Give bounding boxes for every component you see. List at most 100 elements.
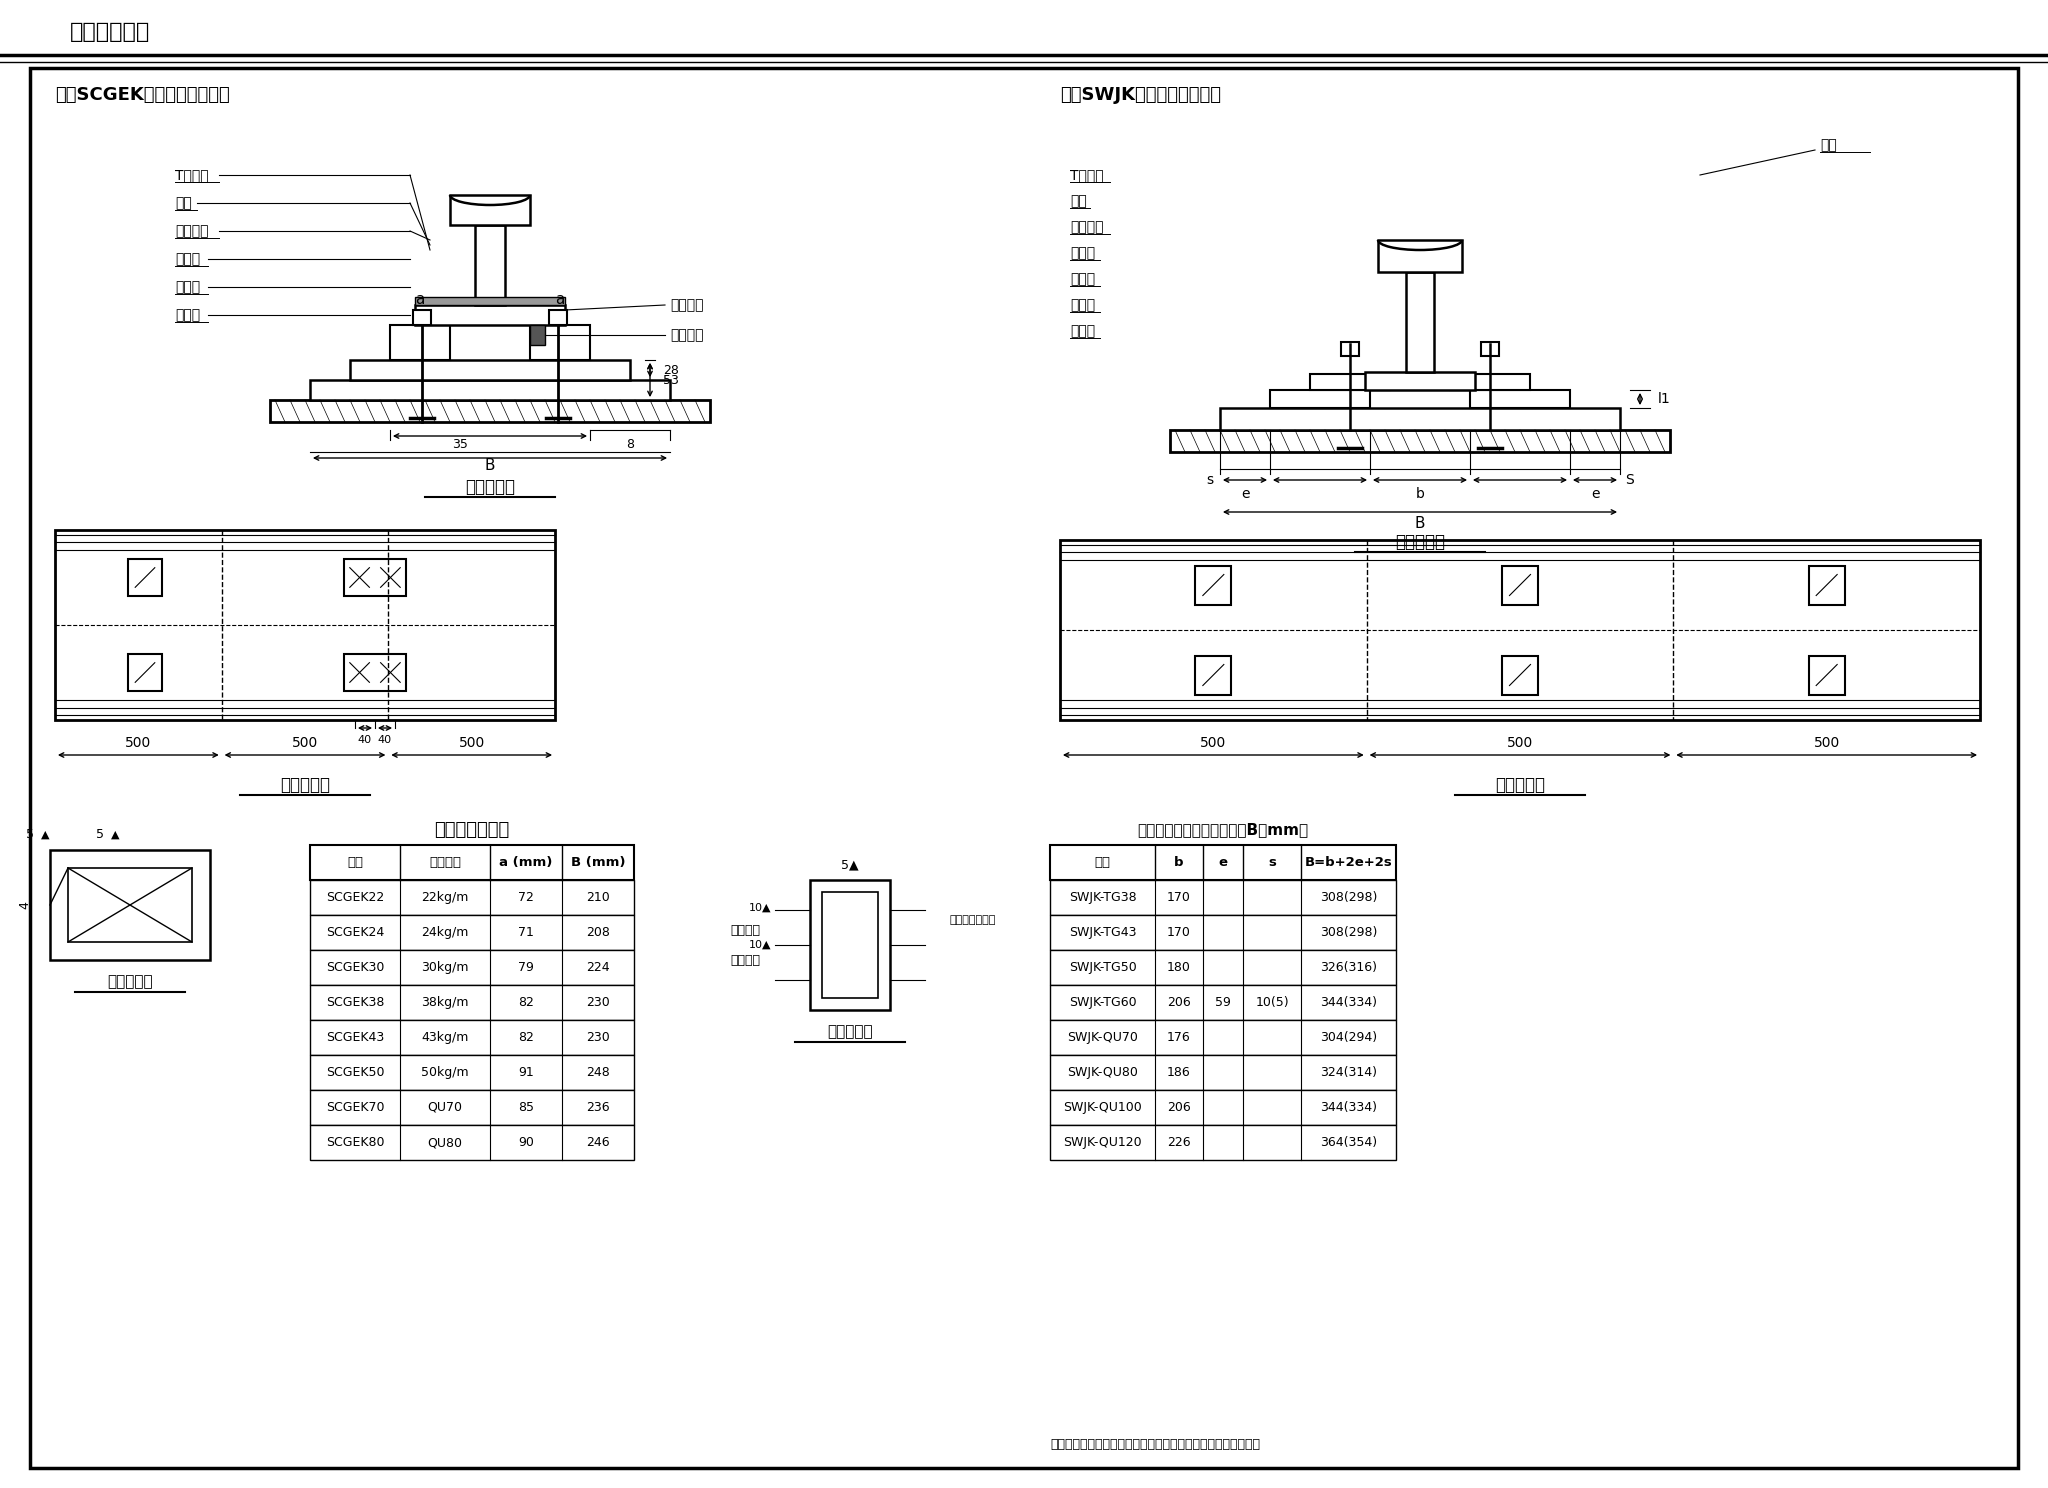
Bar <box>1808 565 1845 604</box>
Text: SWJK-TG50: SWJK-TG50 <box>1069 961 1137 975</box>
Text: 500: 500 <box>125 737 152 750</box>
Text: 底座焊接图: 底座焊接图 <box>827 1025 872 1040</box>
Text: 弹簧垫圈: 弹簧垫圈 <box>174 225 209 238</box>
Bar <box>344 655 406 690</box>
Bar <box>1341 342 1360 356</box>
Text: 344(334): 344(334) <box>1321 995 1376 1009</box>
Bar <box>821 891 879 998</box>
Bar <box>1270 390 1370 408</box>
Bar <box>309 1055 635 1091</box>
Text: 72: 72 <box>518 891 535 905</box>
Bar <box>1503 658 1536 693</box>
Text: b: b <box>1174 856 1184 869</box>
Text: 22kg/m: 22kg/m <box>422 891 469 905</box>
Bar <box>1470 390 1571 408</box>
Bar <box>1407 272 1434 372</box>
Text: 91: 91 <box>518 1065 535 1079</box>
Text: 底板焊接图: 底板焊接图 <box>106 975 154 990</box>
Text: T型螺栓: T型螺栓 <box>1069 168 1104 182</box>
Text: 30kg/m: 30kg/m <box>422 961 469 975</box>
Text: 要求吸车梁上翼缘最小宽度B（mm）: 要求吸车梁上翼缘最小宽度B（mm） <box>1137 823 1309 838</box>
Text: 206: 206 <box>1167 1101 1190 1115</box>
Text: SCGEK38: SCGEK38 <box>326 995 385 1009</box>
Text: 橡胶垫板: 橡胶垫板 <box>670 298 705 312</box>
Text: 4: 4 <box>18 902 31 909</box>
Bar <box>309 1019 635 1055</box>
Bar <box>1221 408 1620 430</box>
Text: 500: 500 <box>293 737 317 750</box>
Text: 224: 224 <box>586 961 610 975</box>
Text: 10(5): 10(5) <box>1255 995 1288 1009</box>
Text: 28: 28 <box>664 363 678 376</box>
Text: 5▲: 5▲ <box>842 859 858 872</box>
Bar <box>1051 845 1397 879</box>
Text: 500: 500 <box>1200 737 1227 750</box>
Text: a: a <box>416 293 424 308</box>
Bar <box>1501 656 1538 695</box>
Text: SWJK-QU100: SWJK-QU100 <box>1063 1101 1143 1115</box>
Text: 10▲: 10▲ <box>750 903 772 914</box>
Text: 324(314): 324(314) <box>1321 1065 1376 1079</box>
Text: 50kg/m: 50kg/m <box>422 1065 469 1079</box>
Bar <box>309 985 635 1019</box>
Text: 8: 8 <box>627 437 635 451</box>
Text: 钢轨: 钢轨 <box>1821 138 1837 152</box>
Text: 构造焊缝: 构造焊缝 <box>729 924 760 936</box>
Text: S: S <box>1626 473 1634 487</box>
Text: 弹簧垫圈: 弹簧垫圈 <box>1069 220 1104 234</box>
Text: 230: 230 <box>586 1031 610 1045</box>
Text: a: a <box>555 293 565 308</box>
Text: SWJK-TG60: SWJK-TG60 <box>1069 995 1137 1009</box>
Text: 10▲: 10▲ <box>750 940 772 949</box>
Text: 型号: 型号 <box>1094 856 1110 869</box>
Text: 170: 170 <box>1167 926 1192 939</box>
Bar <box>1311 373 1391 390</box>
Text: 相关技术资料: 相关技术资料 <box>70 22 150 42</box>
Text: 186: 186 <box>1167 1065 1190 1079</box>
Bar <box>1450 373 1530 390</box>
Text: 安装示意图: 安装示意图 <box>1395 533 1446 551</box>
Bar <box>1808 656 1845 695</box>
Text: 82: 82 <box>518 995 535 1009</box>
Text: 176: 176 <box>1167 1031 1190 1045</box>
Bar <box>1481 342 1499 356</box>
Bar <box>1051 1055 1397 1091</box>
Text: 螺母: 螺母 <box>1069 193 1087 208</box>
Bar <box>451 195 530 225</box>
Text: a (mm): a (mm) <box>500 856 553 869</box>
Text: 平垫圈: 平垫圈 <box>1069 246 1096 260</box>
Text: 43kg/m: 43kg/m <box>422 1031 469 1045</box>
Bar <box>55 530 555 720</box>
Text: 螺母: 螺母 <box>174 196 193 210</box>
Text: 40: 40 <box>358 735 373 745</box>
Text: 5: 5 <box>27 829 35 842</box>
Bar <box>1196 565 1231 604</box>
Bar <box>346 656 373 689</box>
Bar <box>1051 949 1397 985</box>
Bar <box>1051 915 1397 949</box>
Bar <box>270 400 711 423</box>
Text: 平面布置图: 平面布置图 <box>281 777 330 795</box>
Text: T型螺栓: T型螺栓 <box>174 168 209 182</box>
Text: QU80: QU80 <box>428 1135 463 1149</box>
Text: SWJK-TG38: SWJK-TG38 <box>1069 891 1137 905</box>
Text: QU70: QU70 <box>428 1101 463 1115</box>
Text: 53: 53 <box>664 373 678 387</box>
Text: SCGEK80: SCGEK80 <box>326 1135 385 1149</box>
Text: 208: 208 <box>586 926 610 939</box>
Text: 500: 500 <box>1815 737 1839 750</box>
Bar <box>1378 240 1462 272</box>
Text: 平垫圈: 平垫圈 <box>174 251 201 266</box>
Text: B: B <box>485 458 496 473</box>
Bar <box>1366 372 1475 390</box>
Text: 仅重级工作制用: 仅重级工作制用 <box>950 915 997 926</box>
Text: 90: 90 <box>518 1135 535 1149</box>
Text: SCGEK22: SCGEK22 <box>326 891 385 905</box>
Text: 326(316): 326(316) <box>1321 961 1376 975</box>
Text: 38kg/m: 38kg/m <box>422 995 469 1009</box>
Bar <box>416 298 565 305</box>
Text: 82: 82 <box>518 1031 535 1045</box>
Bar <box>309 1091 635 1125</box>
Bar <box>1051 1091 1397 1125</box>
Text: 注：本页是根据长葛市通用机械有限公司提供的技术资料编制。: 注：本页是根据长葛市通用机械有限公司提供的技术资料编制。 <box>1051 1439 1260 1451</box>
